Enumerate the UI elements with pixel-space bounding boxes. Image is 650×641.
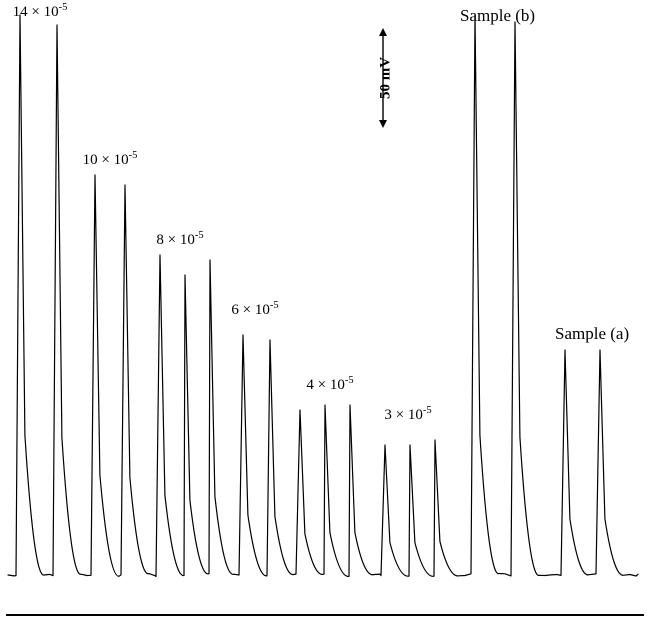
- conc-label-g10: 10 × 10-5: [83, 150, 138, 169]
- scale-arrow: 50 mV: [355, 28, 395, 128]
- chromatogram-trace: [0, 0, 650, 641]
- conc-label-g8: 8 × 10-5: [156, 230, 203, 249]
- sample-label-b: Sample (b): [460, 6, 535, 26]
- conc-label-g14: 14 × 10-5: [13, 2, 68, 21]
- sample-label-a: Sample (a): [555, 324, 629, 344]
- scale-label: 50 mV: [378, 57, 395, 99]
- conc-label-g6: 6 × 10-5: [231, 300, 278, 319]
- conc-label-g4: 4 × 10-5: [306, 375, 353, 394]
- conc-label-g3: 3 × 10-5: [384, 405, 431, 424]
